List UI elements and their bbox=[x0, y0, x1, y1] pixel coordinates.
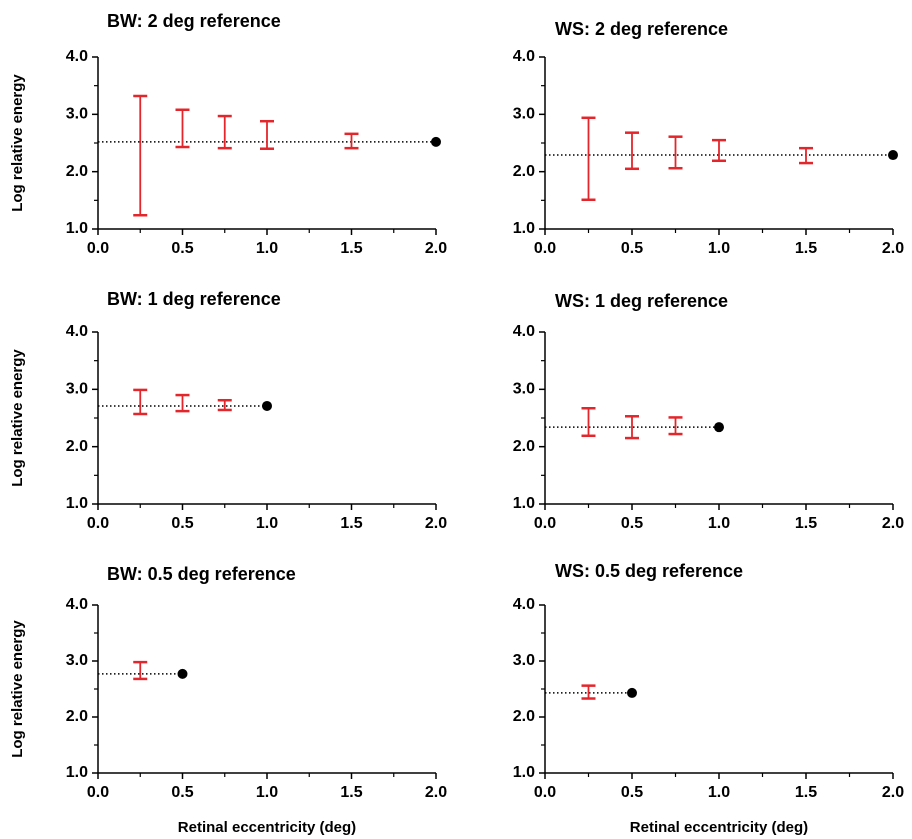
y-tick-label: 3.0 bbox=[513, 381, 535, 398]
y-tick-label: 1.0 bbox=[66, 764, 88, 781]
y-axis-label: Log relative energy bbox=[9, 74, 26, 212]
x-tick-label: 1.5 bbox=[340, 240, 362, 257]
reference-point bbox=[888, 150, 898, 161]
y-tick-label: 4.0 bbox=[513, 323, 535, 340]
x-tick-label: 0.5 bbox=[621, 515, 643, 532]
y-tick-label: 3.0 bbox=[66, 381, 88, 398]
x-tick-label: 1.0 bbox=[256, 784, 278, 801]
panel-title: BW: 0.5 deg reference bbox=[107, 564, 296, 584]
y-tick-label: 2.0 bbox=[513, 708, 535, 725]
x-tick-label: 2.0 bbox=[425, 784, 447, 801]
y-tick-label: 3.0 bbox=[66, 106, 88, 123]
panel-title: WS: 0.5 deg reference bbox=[555, 561, 743, 581]
y-tick-label: 1.0 bbox=[66, 495, 88, 512]
x-tick-label: 0.5 bbox=[171, 240, 193, 257]
y-tick-label: 4.0 bbox=[66, 596, 88, 613]
x-tick-label: 1.0 bbox=[708, 784, 730, 801]
x-axis-label: Retinal eccentricity (deg) bbox=[630, 819, 808, 836]
reference-point bbox=[431, 136, 441, 147]
y-tick-label: 1.0 bbox=[66, 220, 88, 237]
x-tick-label: 2.0 bbox=[882, 240, 904, 257]
y-tick-label: 1.0 bbox=[513, 764, 535, 781]
y-tick-label: 3.0 bbox=[513, 652, 535, 669]
x-tick-label: 1.0 bbox=[708, 515, 730, 532]
panel-title: BW: 2 deg reference bbox=[107, 11, 281, 31]
x-tick-label: 1.5 bbox=[795, 240, 817, 257]
reference-point bbox=[262, 400, 272, 411]
y-tick-label: 1.0 bbox=[513, 495, 535, 512]
x-tick-label: 0.0 bbox=[87, 515, 109, 532]
x-tick-label: 0.5 bbox=[171, 784, 193, 801]
y-tick-label: 4.0 bbox=[66, 48, 88, 65]
y-tick-label: 4.0 bbox=[513, 596, 535, 613]
x-tick-label: 0.0 bbox=[534, 240, 556, 257]
panel-title: WS: 2 deg reference bbox=[555, 19, 728, 39]
reference-point bbox=[627, 687, 637, 698]
y-tick-label: 4.0 bbox=[513, 48, 535, 65]
x-tick-label: 0.0 bbox=[534, 784, 556, 801]
y-tick-label: 2.0 bbox=[66, 708, 88, 725]
y-tick-label: 2.0 bbox=[513, 163, 535, 180]
y-tick-label: 2.0 bbox=[66, 163, 88, 180]
x-tick-label: 0.5 bbox=[171, 515, 193, 532]
x-tick-label: 0.5 bbox=[621, 240, 643, 257]
panel-title: WS: 1 deg reference bbox=[555, 291, 728, 311]
y-tick-label: 3.0 bbox=[513, 106, 535, 123]
x-tick-label: 0.0 bbox=[534, 515, 556, 532]
y-tick-label: 2.0 bbox=[513, 438, 535, 455]
x-axis-label: Retinal eccentricity (deg) bbox=[178, 819, 356, 836]
x-tick-label: 2.0 bbox=[882, 515, 904, 532]
x-tick-label: 1.0 bbox=[256, 515, 278, 532]
x-tick-label: 1.5 bbox=[340, 784, 362, 801]
y-tick-label: 2.0 bbox=[66, 438, 88, 455]
y-axis-label: Log relative energy bbox=[9, 620, 26, 758]
x-tick-label: 0.0 bbox=[87, 240, 109, 257]
reference-point bbox=[714, 422, 724, 433]
x-tick-label: 0.5 bbox=[621, 784, 643, 801]
y-tick-label: 1.0 bbox=[513, 220, 535, 237]
panel-title: BW: 1 deg reference bbox=[107, 289, 281, 309]
x-tick-label: 1.5 bbox=[340, 515, 362, 532]
x-tick-label: 1.5 bbox=[795, 784, 817, 801]
x-tick-label: 1.0 bbox=[256, 240, 278, 257]
x-tick-label: 1.0 bbox=[708, 240, 730, 257]
x-tick-label: 2.0 bbox=[425, 515, 447, 532]
y-axis-label: Log relative energy bbox=[9, 349, 26, 487]
x-tick-label: 0.0 bbox=[87, 784, 109, 801]
y-tick-label: 3.0 bbox=[66, 652, 88, 669]
y-tick-label: 4.0 bbox=[66, 323, 88, 340]
x-tick-label: 1.5 bbox=[795, 515, 817, 532]
x-tick-label: 2.0 bbox=[882, 784, 904, 801]
x-tick-label: 2.0 bbox=[425, 240, 447, 257]
reference-point bbox=[177, 668, 188, 679]
